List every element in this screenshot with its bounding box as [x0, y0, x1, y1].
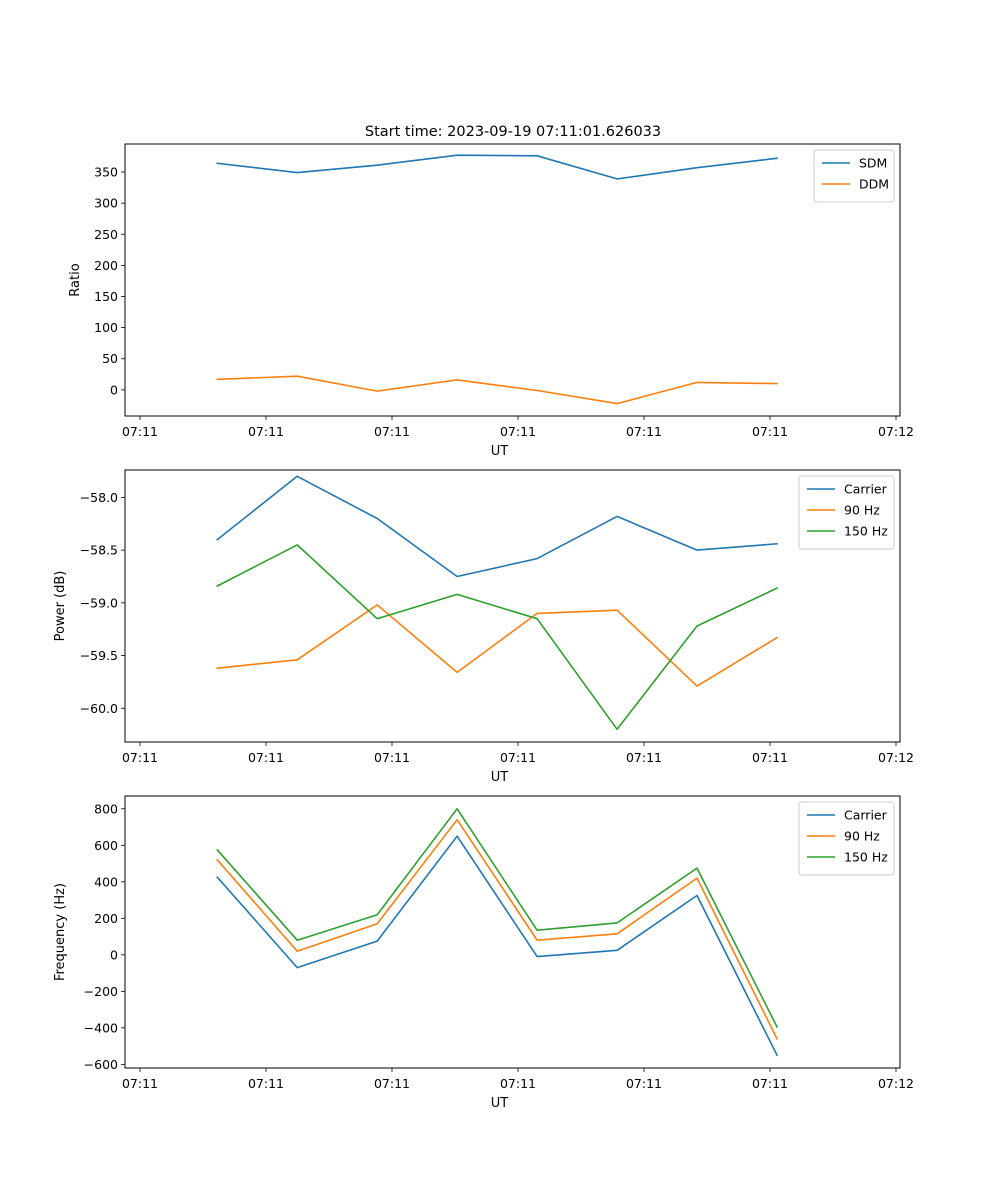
y-tick-label: 200: [94, 911, 118, 926]
y-tick-label: −58.5: [80, 543, 118, 558]
x-tick-label: 07:11: [374, 424, 410, 439]
x-tick-label: 07:12: [878, 750, 914, 765]
legend-label: SDM: [859, 156, 887, 171]
y-tick-label: −600: [84, 1057, 118, 1072]
legend: Carrier 90 Hz 150 Hz: [798, 801, 895, 876]
y-tick-label: 0: [110, 947, 118, 962]
series-line-90-hz: [216, 818, 779, 1040]
chart-frequency: 07:11 07:11 07:11 07:11 07:11 07:11 07:12 −600 −…: [53, 795, 914, 1111]
x-axis-label: UT: [491, 770, 509, 785]
x-tick-label: 07:11: [122, 1076, 158, 1091]
x-tick-label: 07:11: [626, 750, 662, 765]
x-tick-label: 07:11: [122, 424, 158, 439]
legend-label: 150 Hz: [844, 524, 888, 539]
y-tick-label: 300: [94, 196, 118, 211]
x-axis-label: UT: [491, 444, 509, 459]
axes-frame: [124, 469, 901, 743]
figure-title: Start time: 2023-09-19 07:11:01.626033: [365, 124, 661, 140]
x-tick-label: 07:11: [374, 1076, 410, 1091]
y-tick-label: 400: [94, 874, 118, 889]
x-tick-label: 07:11: [752, 750, 788, 765]
x-tick-label: 07:11: [500, 750, 536, 765]
y-tick-label: 200: [94, 258, 118, 273]
y-tick-label: −200: [84, 984, 118, 999]
x-tick-label: 07:11: [626, 1076, 662, 1091]
x-tick-label: 07:12: [878, 424, 914, 439]
y-axis-label: Frequency (Hz): [53, 883, 68, 981]
legend-label: 90 Hz: [844, 829, 880, 844]
y-tick-label: 600: [94, 838, 118, 853]
chart-power: 07:11 07:11 07:11 07:11 07:11 07:11 07:12 −60.0…: [53, 469, 914, 785]
legend-label: Carrier: [844, 808, 888, 823]
x-tick-label: 07:11: [752, 1076, 788, 1091]
chart-ratio: 07:11 07:11 07:11 07:11 07:11 07:11 07:12 0 50 10…: [68, 143, 914, 459]
y-axis-label: Power (dB): [53, 571, 68, 642]
axes-frame: [124, 143, 901, 417]
axes-frame: [124, 795, 901, 1069]
series-line-90-hz: [216, 604, 779, 687]
series-line-150-hz: [216, 807, 779, 1028]
y-tick-label: 250: [94, 227, 118, 242]
y-tick-label: −58.0: [80, 490, 118, 505]
x-tick-label: 07:11: [122, 750, 158, 765]
x-tick-label: 07:11: [374, 750, 410, 765]
x-tick-label: 07:11: [248, 750, 284, 765]
x-tick-label: 07:11: [248, 1076, 284, 1091]
legend-label: Carrier: [844, 482, 888, 497]
y-tick-label: 800: [94, 801, 118, 816]
y-tick-label: 50: [102, 351, 118, 366]
y-tick-label: −59.0: [80, 595, 118, 610]
x-tick-label: 07:11: [500, 1076, 536, 1091]
x-tick-label: 07:11: [500, 424, 536, 439]
y-tick-label: 100: [94, 320, 118, 335]
y-tick-label: 0: [110, 382, 118, 397]
legend-label: 90 Hz: [844, 503, 880, 518]
series-line-carrier: [216, 835, 779, 1057]
x-tick-label: 07:12: [878, 1076, 914, 1091]
series-line-sdm: [216, 154, 778, 180]
y-tick-label: −59.5: [80, 648, 118, 663]
legend-label: DDM: [859, 177, 889, 192]
legend: SDM DDM: [813, 149, 895, 203]
x-axis-label: UT: [491, 1096, 509, 1111]
legend: Carrier 90 Hz 150 Hz: [798, 475, 895, 550]
y-tick-label: −60.0: [80, 701, 118, 716]
series-line-carrier: [216, 475, 778, 578]
legend-label: 150 Hz: [844, 850, 888, 865]
y-tick-label: −400: [84, 1020, 118, 1035]
x-tick-label: 07:11: [248, 424, 284, 439]
x-tick-label: 07:11: [752, 424, 788, 439]
series-line-150-hz: [216, 544, 779, 731]
series-line-ddm: [216, 375, 778, 405]
y-tick-label: 350: [94, 165, 118, 180]
y-tick-label: 150: [94, 289, 118, 304]
x-tick-label: 07:11: [626, 424, 662, 439]
y-axis-label: Ratio: [68, 263, 83, 296]
chart-layer: 07:11 07:11 07:11 07:11 07:11 07:11 07:12 0 50 10…: [53, 143, 914, 1111]
